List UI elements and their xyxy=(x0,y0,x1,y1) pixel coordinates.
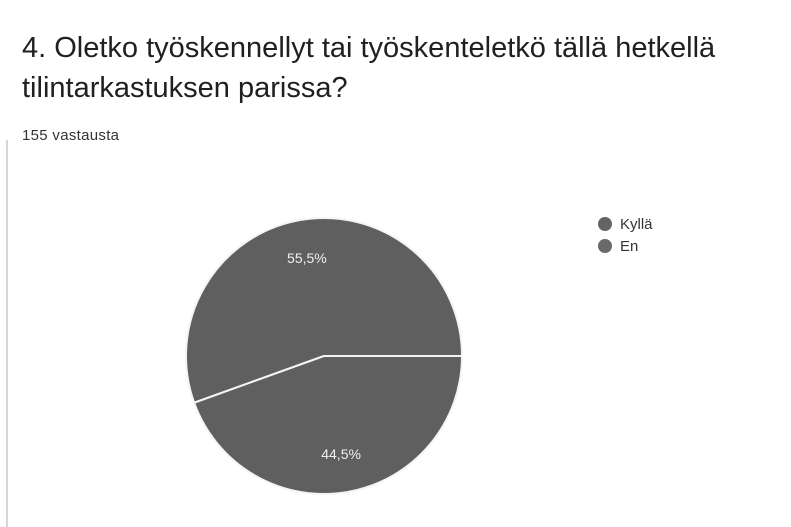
legend-swatch-kyllä xyxy=(598,217,612,231)
pie-slice-label-kyllä: 55,5% xyxy=(287,250,327,266)
left-edge-rule xyxy=(6,140,8,527)
chart-legend: Kyllä En xyxy=(598,213,653,257)
pie-slice-en xyxy=(193,355,463,495)
pie-slice-kyllä xyxy=(185,217,463,404)
legend-swatch-en xyxy=(598,239,612,253)
pie-slice-labels: 55,5% 44,5% xyxy=(287,250,361,462)
legend-label-en: En xyxy=(620,237,639,255)
question-title: 4. Oletko työskennellyt tai työskentelet… xyxy=(22,32,716,104)
response-count: 155 vastausta xyxy=(22,127,120,144)
pie-slices xyxy=(185,217,463,495)
pie-slice-label-en: 44,5% xyxy=(321,446,361,462)
legend-label-kyllä: Kyllä xyxy=(620,215,653,233)
legend-item-en: En xyxy=(598,235,653,257)
legend-item-kyllä: Kyllä xyxy=(598,213,653,235)
